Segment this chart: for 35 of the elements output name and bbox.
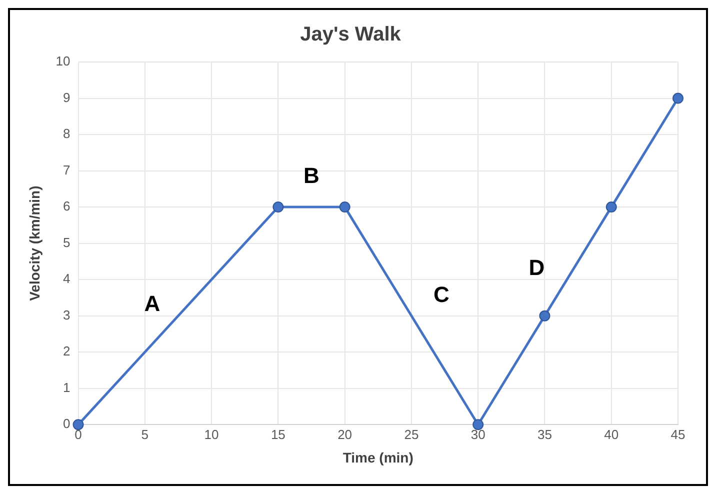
y-tick-label: 3 xyxy=(63,307,70,322)
point xyxy=(472,419,484,430)
annotation: D xyxy=(528,255,545,280)
point xyxy=(72,419,84,430)
annotation: C xyxy=(434,282,450,307)
y-axis-title: Velocity (km/min) xyxy=(26,186,42,301)
x-tick-label: 45 xyxy=(670,426,686,442)
x-tick-label: 10 xyxy=(204,426,219,442)
annotation: A xyxy=(144,290,160,316)
y-tick-label: 0 xyxy=(63,416,70,432)
y-tick-label: 9 xyxy=(63,90,70,105)
point xyxy=(606,202,617,213)
x-tick-label: 20 xyxy=(338,426,352,442)
x-tick-label: 30 xyxy=(470,426,486,442)
y-tick-label: 1 xyxy=(63,380,70,395)
y-tick-label: 10 xyxy=(56,54,70,69)
annotation: B xyxy=(304,163,320,188)
y-tick-label: 2 xyxy=(63,344,70,359)
x-tick-label: 25 xyxy=(404,426,419,442)
point xyxy=(672,92,684,104)
x-tick-label: 15 xyxy=(270,426,286,442)
x-tick-label: 35 xyxy=(537,426,552,442)
x-tick-label: 40 xyxy=(604,426,619,442)
point xyxy=(272,202,284,213)
x-tick-label: 0 xyxy=(74,426,82,442)
y-tick-label: 5 xyxy=(63,234,70,250)
y-tick-label: 8 xyxy=(63,126,70,142)
y-tick-label: 6 xyxy=(63,198,70,214)
x-tick-label: 5 xyxy=(141,426,149,442)
y-tick-label: 4 xyxy=(63,271,70,286)
x-axis-title: Time (min) xyxy=(342,449,414,466)
chart-title: Jay's Walk xyxy=(300,24,402,46)
point xyxy=(539,310,550,322)
point xyxy=(339,202,350,213)
y-tick-label: 7 xyxy=(63,162,70,178)
